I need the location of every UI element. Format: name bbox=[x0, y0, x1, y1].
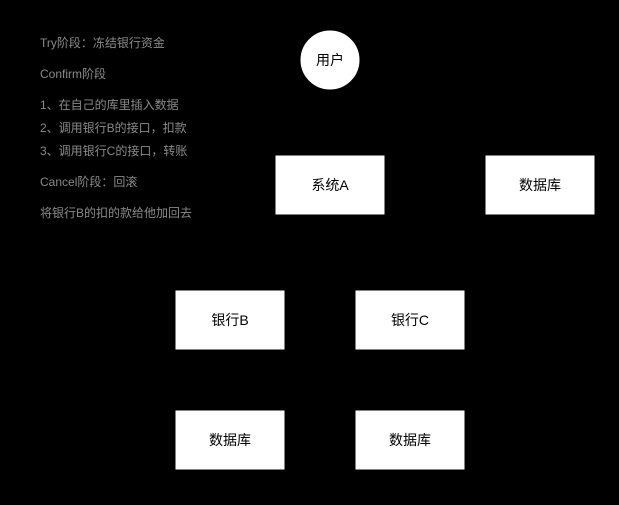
node-systemA-label: 系统A bbox=[311, 177, 349, 193]
edge-systemA-bankB bbox=[230, 215, 305, 290]
text-line bbox=[40, 163, 192, 171]
text-line: 1、在自己的库里插入数据 bbox=[40, 94, 192, 117]
edges-layer bbox=[230, 90, 485, 410]
text-line bbox=[40, 86, 192, 94]
node-user-label: 用户 bbox=[316, 52, 344, 68]
node-db1-label: 数据库 bbox=[519, 177, 561, 193]
text-line bbox=[40, 55, 192, 63]
text-line bbox=[40, 194, 192, 202]
node-bankB: 银行B bbox=[175, 290, 285, 350]
text-line: Confirm阶段 bbox=[40, 63, 192, 86]
text-line: 2、调用银行B的接口，扣款 bbox=[40, 117, 192, 140]
node-bankB-label: 银行B bbox=[211, 312, 248, 328]
text-line: Cancel阶段：回滚 bbox=[40, 171, 192, 194]
node-dbC: 数据库 bbox=[355, 410, 465, 470]
node-bankC-label: 银行C bbox=[391, 312, 429, 328]
edge-systemA-bankC bbox=[355, 215, 410, 290]
text-line: 将银行B的扣的款给他加回去 bbox=[40, 202, 192, 225]
node-bankC: 银行C bbox=[355, 290, 465, 350]
node-user: 用户 bbox=[300, 30, 360, 90]
node-systemA: 系统A bbox=[275, 155, 385, 215]
text-line: 3、调用银行C的接口，转账 bbox=[40, 140, 192, 163]
node-db1: 数据库 bbox=[485, 155, 595, 215]
explanation-text: Try阶段：冻结银行资金 Confirm阶段 1、在自己的库里插入数据2、调用银… bbox=[40, 32, 192, 225]
text-line: Try阶段：冻结银行资金 bbox=[40, 32, 192, 55]
node-dbB-label: 数据库 bbox=[209, 432, 251, 448]
node-dbC-label: 数据库 bbox=[389, 432, 431, 448]
node-dbB: 数据库 bbox=[175, 410, 285, 470]
